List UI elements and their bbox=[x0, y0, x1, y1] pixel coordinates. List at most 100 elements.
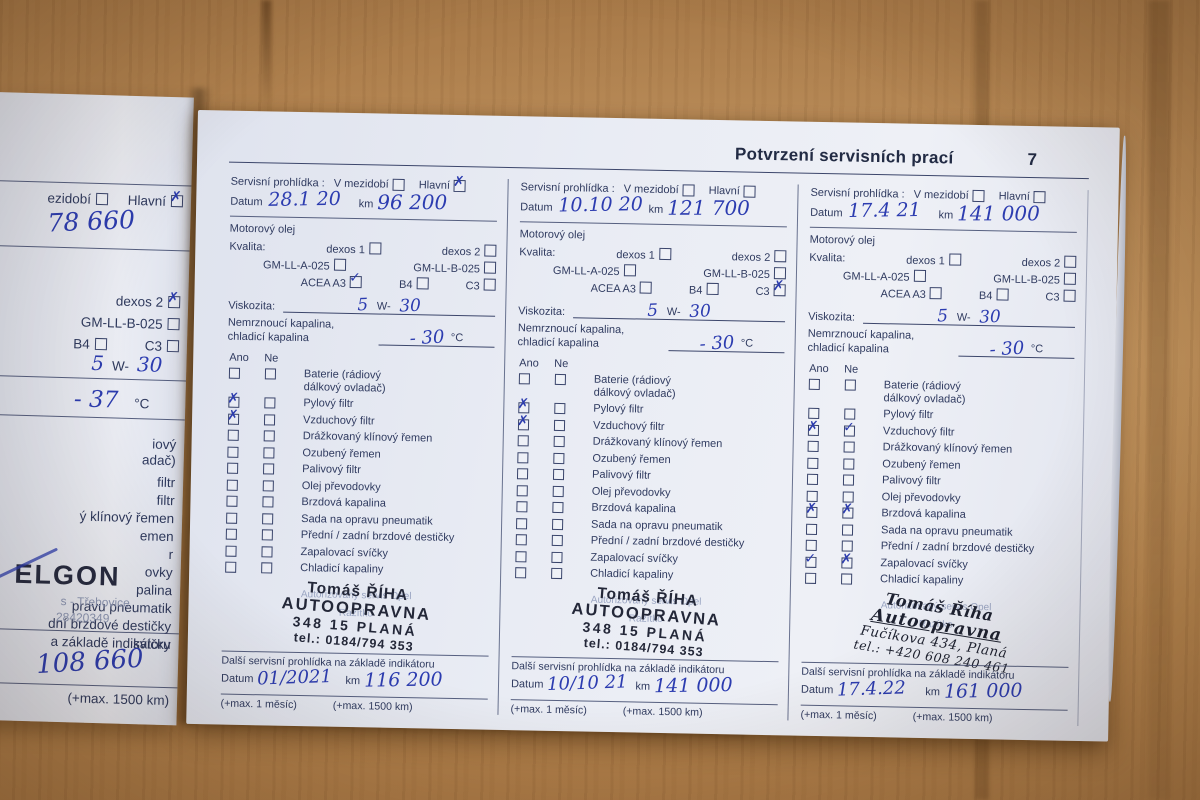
oil-quality-row-3: ACEA A3 B4 C3 ✗ bbox=[519, 278, 786, 298]
acea-option: ACEA A3 bbox=[591, 281, 653, 296]
checklist-row: Sada na opravu pneumatik bbox=[224, 511, 491, 529]
date-label: Datum bbox=[510, 678, 544, 691]
acea-label: ACEA A3 bbox=[880, 288, 926, 302]
acea-label: ACEA A3 bbox=[300, 277, 347, 290]
checklist-label: Zapalovací svíčky bbox=[880, 556, 968, 571]
checklist: Baterie (rádiový dálkový ovladač) ✗ Pylo… bbox=[513, 372, 784, 584]
checklist-row: ✓ ✗ Zapalovací svíčky bbox=[803, 550, 1070, 573]
viscosity-1-handwritten: 5 bbox=[646, 300, 659, 321]
yes-no-header: Ano Ne bbox=[807, 362, 1074, 379]
km-handwritten: 78 660 bbox=[46, 204, 135, 238]
b4-checkbox bbox=[996, 288, 1009, 301]
antifreeze-label-line1: Nemrznoucí kapalina, bbox=[517, 322, 625, 337]
viscosity-2-handwritten: 30 bbox=[689, 301, 712, 323]
viscosity-label: Viskozita: bbox=[518, 305, 566, 319]
viscosity-2-handwritten: 30 bbox=[979, 306, 1002, 328]
w-label: W- bbox=[956, 311, 971, 324]
checkbox-ne bbox=[841, 524, 854, 536]
checklist-row: Baterie (rádiový dálkový ovladač) bbox=[227, 367, 494, 398]
check-mark: ✗ bbox=[516, 413, 529, 430]
dexos2-checkbox bbox=[774, 250, 787, 263]
checklist-label: Brzdová kapalina bbox=[301, 496, 386, 510]
checkbox-ne bbox=[843, 441, 855, 454]
checklist-row: ✗ ✓ Vzduchový filtr bbox=[806, 419, 1073, 442]
checklist-label: Olej převodovky bbox=[591, 485, 671, 499]
dexos1-label: dexos 1 bbox=[616, 249, 655, 262]
checkbox-ano: ✗ bbox=[805, 501, 818, 519]
page-number: 7 bbox=[1027, 149, 1038, 170]
oil-quality-row-3: ACEA A3 B4 C3 bbox=[808, 285, 1076, 304]
checklist-row: Olej převodovky bbox=[225, 478, 492, 496]
main-checkbox: ✗ bbox=[170, 189, 184, 208]
checklist-label: Brzdová kapalina bbox=[591, 501, 676, 516]
checklist: Baterie (rádiový dálkový ovladač) ✗ Pylo… bbox=[223, 367, 494, 579]
b4-checkbox bbox=[706, 282, 719, 296]
antifreeze-label-line1: Nemrznoucí kapalina, bbox=[807, 327, 915, 342]
checkbox-ano bbox=[518, 373, 531, 385]
yes-label: Ano bbox=[519, 356, 539, 370]
antifreeze-write-line: - 30 °C bbox=[378, 319, 495, 349]
stamp-area: Autorizovaný servis Opel Razítko Tomáš Ř… bbox=[222, 577, 490, 656]
checkbox-ne bbox=[554, 403, 566, 415]
quality-label: Kvalita: bbox=[519, 246, 556, 259]
checklist-label: Sada na opravu pneumatik bbox=[591, 518, 723, 533]
checklist-label: Baterie (rádiový dálkový ovladač) bbox=[883, 379, 966, 406]
checkbox-ne bbox=[263, 414, 276, 426]
checklist-label: Sada na opravu pneumatik bbox=[880, 523, 1013, 539]
checklist-row: Drážkovaný klínový řemen bbox=[806, 440, 1073, 458]
check-mark: ✓ bbox=[842, 419, 855, 436]
date-label: Datum bbox=[800, 683, 834, 697]
dexos1-checkbox bbox=[368, 242, 382, 255]
check-label-tail: ovky bbox=[144, 564, 173, 581]
acea-checkbox bbox=[929, 287, 942, 300]
gmb-option: GM-LL-B-025 bbox=[993, 271, 1077, 287]
interim-checkbox bbox=[682, 183, 695, 197]
checkbox-ne bbox=[551, 551, 563, 563]
viscosity-write-line: 5 W- 30 bbox=[282, 291, 496, 317]
frost-row: - 37 °C bbox=[74, 386, 150, 414]
check-mark: ✓ bbox=[804, 550, 817, 567]
dexos2-checkbox bbox=[484, 244, 497, 257]
checklist-label: Pylový filtr bbox=[303, 397, 354, 411]
c3-label: C3 bbox=[1045, 291, 1060, 304]
antifreeze-label-line2: chladicí kapalina bbox=[227, 330, 310, 344]
checkbox-ne bbox=[264, 397, 276, 409]
check-label-tail: iový bbox=[152, 436, 177, 453]
checkbox-ano bbox=[808, 378, 820, 390]
checkbox-ano bbox=[516, 484, 528, 497]
checkbox-ne bbox=[263, 463, 275, 475]
divider bbox=[0, 178, 192, 187]
checklist-label: Baterie (rádiový dálkový ovladač) bbox=[593, 373, 676, 401]
page-header: Potvrzení servisních prací 7 bbox=[229, 135, 1089, 172]
check-mark: ✗ bbox=[517, 396, 530, 413]
dexos2-label: dexos 2 bbox=[115, 293, 164, 310]
checklist-row: Drážkovaný klínový řemen bbox=[226, 429, 493, 447]
c3-label: C3 bbox=[465, 280, 480, 293]
engine-oil-heading: Motorový olej bbox=[519, 228, 586, 242]
yes-label: Ano bbox=[809, 362, 829, 375]
checkbox-ano bbox=[516, 517, 528, 530]
engine-oil-heading: Motorový olej bbox=[809, 233, 876, 248]
checkbox-ano bbox=[226, 479, 238, 491]
checkbox-ne bbox=[552, 518, 564, 530]
oil-quality-row-2: GM-LL-A-025 GM-LL-B-025 bbox=[809, 268, 1077, 287]
dexos1-checkbox bbox=[658, 247, 671, 261]
gmb-checkbox bbox=[483, 261, 497, 274]
dexos2-checkbox: ✗ bbox=[167, 290, 181, 309]
main-checkbox: ✗ bbox=[453, 173, 467, 192]
checkbox-ne bbox=[261, 545, 273, 558]
checkbox-ne bbox=[551, 567, 563, 580]
oil-quality-row-1: Kvalita: dexos 1 dexos 2 bbox=[229, 240, 497, 259]
celsius-label: °C bbox=[740, 337, 754, 350]
gma-checkbox bbox=[913, 269, 926, 282]
previous-page-fragment: ezidobí Hlavní ✗ 78 660 dexos 2 ✗ GM-LL-B-… bbox=[0, 92, 194, 726]
km-label: km bbox=[938, 209, 954, 222]
max-km-label: (+max. 1500 km) bbox=[622, 705, 703, 719]
gmb-label: GM-LL-B-025 bbox=[993, 273, 1060, 287]
check-label-tail: filtr bbox=[156, 474, 176, 491]
gma-option: GM-LL-A-025 bbox=[843, 268, 926, 284]
checklist-row: Zapalovací svíčky bbox=[223, 544, 490, 562]
oil-quality-row-2: GM-LL-A-025 GM-LL-B-025 bbox=[229, 257, 497, 276]
b4-checkbox bbox=[416, 277, 429, 290]
checklist-row: Sada na opravu pneumatik bbox=[514, 517, 781, 535]
